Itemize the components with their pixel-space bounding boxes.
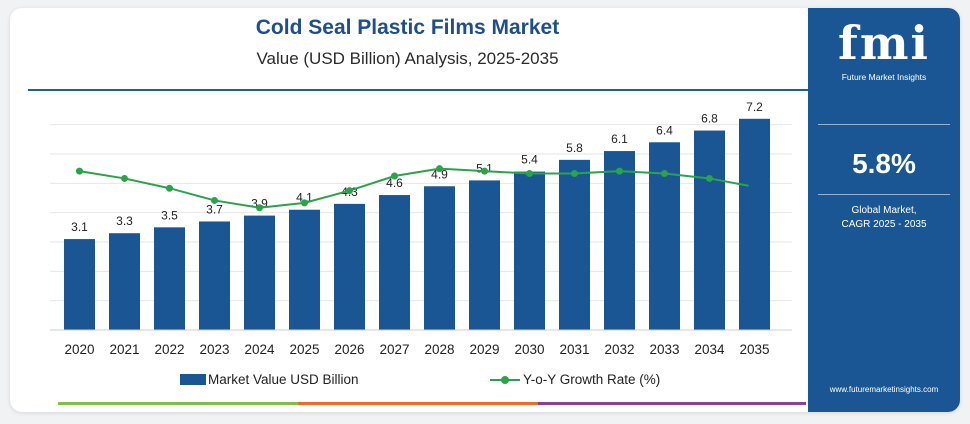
legend-line-swatch [490,375,520,384]
cagr-description: Global Market, CAGR 2025 - 2035 [808,204,960,232]
x-tick-label: 2032 [604,342,634,357]
x-tick-label: 2028 [424,342,454,357]
legend-line-label: Y-o-Y Growth Rate (%) [523,372,661,387]
accent-bar-green [58,402,298,405]
growth-point [211,196,218,204]
data-label: 4.9 [431,167,448,181]
x-tick-label: 2035 [739,342,769,357]
growth-point [661,170,668,178]
fmi-logo: fmi [838,16,930,70]
bar [514,171,545,330]
bar [424,186,455,330]
growth-point [571,170,578,178]
chart-card: Cold Seal Plastic Films Market Value (US… [10,8,960,412]
x-tick-label: 2034 [694,342,725,357]
title-divider [28,89,808,91]
bar [604,151,635,330]
data-label: 5.8 [566,141,583,155]
chart-subtitle: Value (USD Billion) Analysis, 2025-2035 [256,49,559,68]
cagr-line-1: Global Market, [851,205,917,216]
accent-bar-purple [538,402,806,405]
bar [334,203,365,330]
cagr-value: 5.8% [852,148,916,179]
x-tick-label: 2021 [109,342,139,357]
growth-point [616,167,623,175]
legend-bar-entry: Market Value USD Billion [180,372,359,387]
growth-point [436,165,443,173]
x-tick-label: 2030 [514,342,544,357]
bar [244,215,275,330]
bar [64,239,95,330]
panel-divider-top [818,124,950,125]
bar [199,221,230,330]
data-label: 6.8 [701,112,718,126]
legend-bar-swatch [180,374,206,385]
x-tick-label: 2033 [649,342,679,357]
data-label: 6.1 [611,132,628,146]
bar [109,233,140,330]
x-tick-label: 2020 [64,342,94,357]
growth-point [706,174,713,182]
data-label: 4.6 [386,176,403,190]
x-tick-label: 2025 [289,342,319,357]
growth-point [166,184,173,192]
data-label: 3.3 [116,214,133,228]
x-tick-label: 2024 [244,342,275,357]
website-url: www.futuremarketinsights.com [829,385,939,394]
accent-bar-orange [298,402,538,405]
cagr-line-2: CAGR 2025 - 2035 [841,219,927,230]
data-label: 5.4 [521,153,538,167]
side-panel: fmi Future Market Insights 5.8% Global M… [808,8,960,412]
data-label: 6.4 [656,123,673,137]
bar [694,130,725,330]
panel-divider-mid [818,194,950,195]
bar-line-chart: 3.120203.320213.520223.720233.920244.120… [50,100,792,357]
x-tick-label: 2029 [469,342,499,357]
growth-point [256,204,263,212]
growth-line [79,167,749,209]
x-tick-label: 2027 [379,342,409,357]
legend-line-entry: Y-o-Y Growth Rate (%) [490,372,660,387]
logo-subtitle: Future Market Insights [841,72,927,82]
x-tick-label: 2023 [199,342,229,357]
growth-point [76,167,83,175]
data-label: 3.5 [161,208,178,222]
growth-point [121,174,128,182]
bar [379,195,410,330]
bar [289,209,320,330]
legend-bar-label: Market Value USD Billion [208,372,359,387]
growth-point [346,187,353,195]
data-label: 3.7 [206,202,223,216]
bar [154,227,185,330]
x-tick-label: 2031 [559,342,589,357]
data-label: 3.1 [71,220,88,234]
bar [469,180,500,330]
growth-point [526,170,533,178]
bar [739,118,770,330]
x-tick-label: 2026 [334,342,364,357]
data-label: 7.2 [746,100,763,114]
growth-point [481,167,488,175]
growth-point [301,199,308,207]
bar [559,159,590,330]
chart-title: Cold Seal Plastic Films Market [255,16,560,39]
growth-point [391,172,398,180]
x-tick-label: 2022 [154,342,184,357]
